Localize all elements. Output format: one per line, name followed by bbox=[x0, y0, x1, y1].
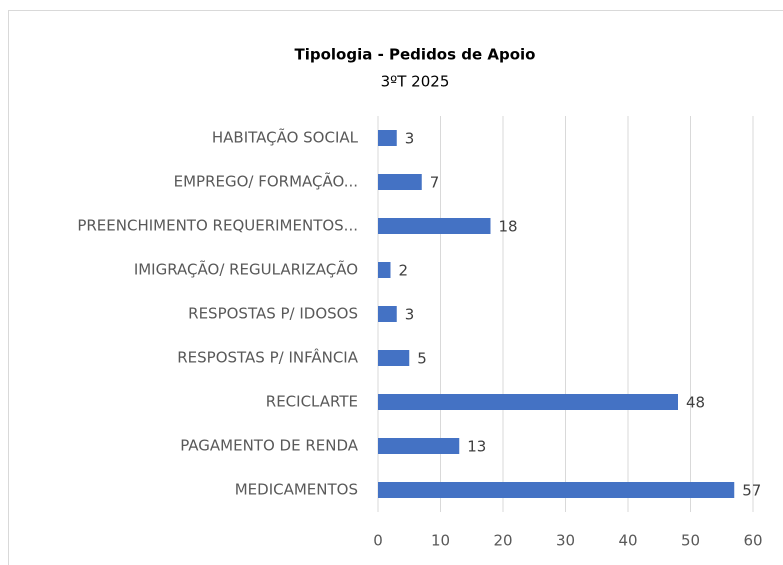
chart-frame bbox=[8, 10, 783, 565]
data-label: 13 bbox=[467, 438, 486, 456]
bar bbox=[378, 306, 397, 322]
x-tick-label: 60 bbox=[743, 532, 762, 550]
bar bbox=[378, 174, 422, 190]
data-label: 3 bbox=[405, 306, 415, 324]
data-label: 2 bbox=[399, 262, 409, 280]
data-label: 57 bbox=[742, 482, 761, 500]
bar bbox=[378, 262, 391, 278]
data-label: 5 bbox=[417, 350, 427, 368]
bar bbox=[378, 394, 678, 410]
x-tick-label: 40 bbox=[618, 532, 637, 550]
x-tick-label: 30 bbox=[556, 532, 575, 550]
y-tick-label: RESPOSTAS P/ IDOSOS bbox=[188, 305, 358, 323]
bar bbox=[378, 350, 410, 366]
y-tick-label: RECICLARTE bbox=[266, 393, 358, 411]
y-tick-label: IMIGRAÇÃO/ REGULARIZAÇÃO bbox=[134, 260, 358, 279]
bar bbox=[378, 482, 735, 498]
data-label: 18 bbox=[499, 218, 518, 236]
y-tick-label: PREENCHIMENTO REQUERIMENTOS... bbox=[77, 217, 358, 235]
x-tick-label: 10 bbox=[431, 532, 450, 550]
y-tick-label: HABITAÇÃO SOCIAL bbox=[212, 128, 359, 147]
y-tick-label: RESPOSTAS P/ INFÂNCIA bbox=[177, 348, 358, 367]
y-tick-label: EMPREGO/ FORMAÇÃO... bbox=[174, 172, 358, 191]
x-tick-label: 0 bbox=[373, 532, 383, 550]
bar bbox=[378, 438, 460, 454]
data-label: 7 bbox=[430, 174, 440, 192]
y-tick-label: PAGAMENTO DE RENDA bbox=[180, 437, 359, 455]
chart-subtitle: 3ºT 2025 bbox=[381, 73, 450, 91]
bar bbox=[378, 130, 397, 146]
x-tick-label: 50 bbox=[681, 532, 700, 550]
data-label: 48 bbox=[686, 394, 705, 412]
y-tick-label: MEDICAMENTOS bbox=[235, 481, 358, 499]
data-label: 3 bbox=[405, 130, 415, 148]
bar bbox=[378, 218, 491, 234]
x-tick-label: 20 bbox=[493, 532, 512, 550]
chart-title: Tipologia - Pedidos de Apoio bbox=[294, 46, 535, 64]
